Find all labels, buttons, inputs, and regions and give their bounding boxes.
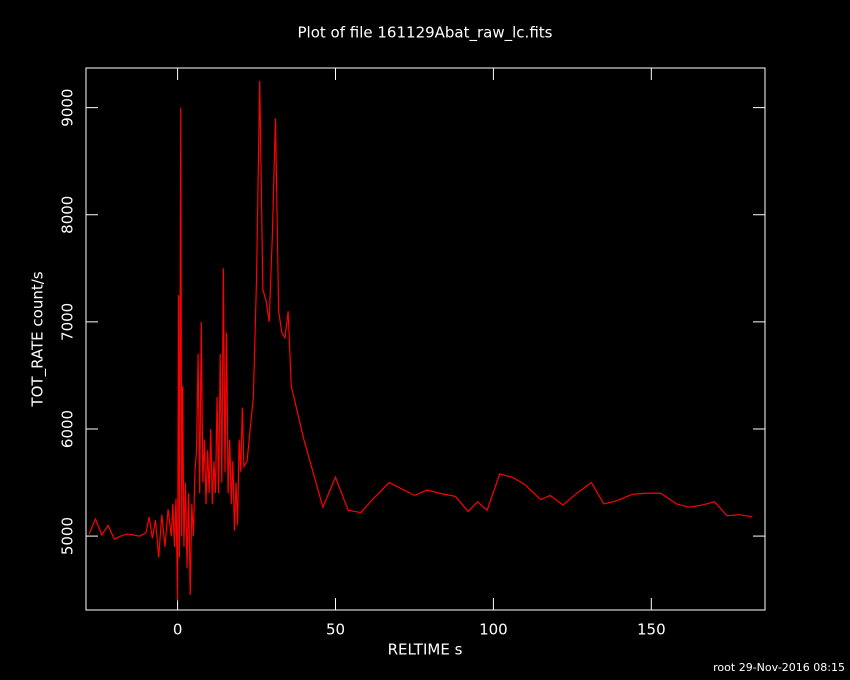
y-tick-label: 7000 (59, 303, 77, 341)
y-tick-label: 8000 (59, 196, 77, 234)
y-tick-label: 6000 (59, 410, 77, 448)
y-axis-label: TOT_RATE count/s (29, 271, 48, 407)
x-tick-label: 100 (479, 621, 508, 639)
y-tick-label: 9000 (59, 89, 77, 127)
x-axis-label: RELTIME s (388, 641, 463, 659)
chart-title: Plot of file 161129Abat_raw_lc.fits (298, 24, 553, 43)
x-tick-label: 0 (173, 621, 183, 639)
footer: root 29-Nov-2016 08:15 (713, 661, 845, 674)
x-tick-label: 50 (326, 621, 345, 639)
y-tick-label: 5000 (59, 517, 77, 555)
data-line (88, 80, 753, 601)
plot-frame (85, 67, 766, 611)
x-tick-label: 150 (637, 621, 666, 639)
